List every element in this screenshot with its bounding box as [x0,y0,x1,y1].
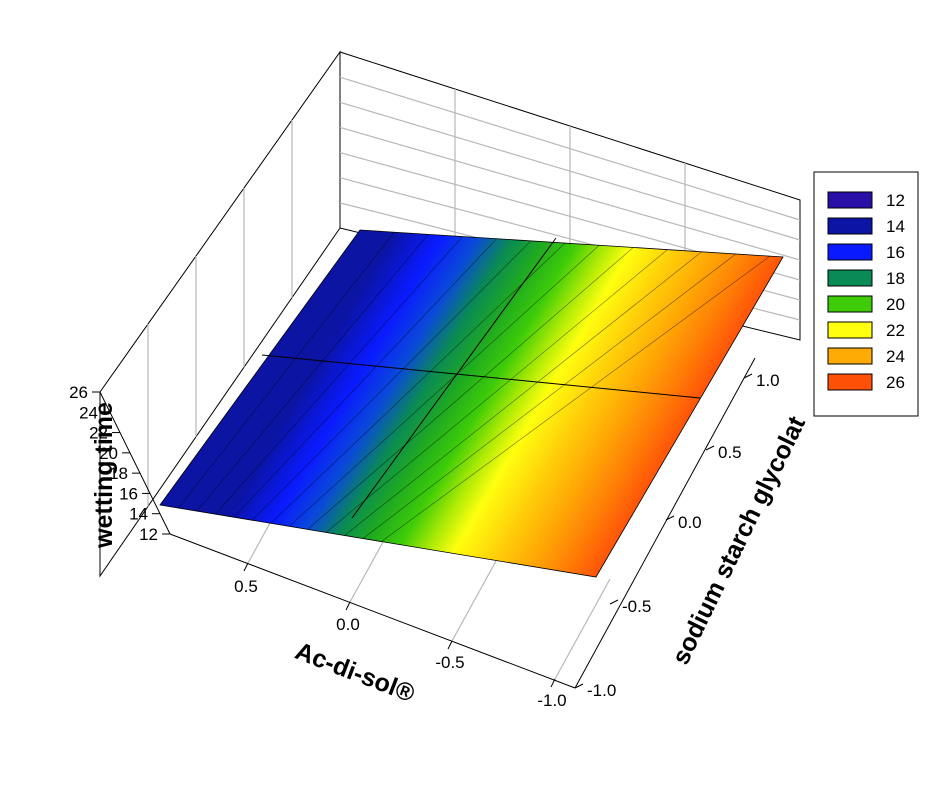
legend-label: 24 [886,347,905,366]
right-back-wall [339,51,801,341]
legend-label: 16 [886,243,905,262]
z-axis-line [99,391,171,535]
z-tick-label: 26 [69,383,88,402]
y-tick [665,515,675,521]
x-tick-label: 0.5 [234,577,258,596]
z-tick-label: 20 [99,444,118,463]
surface-center-line-1 [351,237,557,519]
contour-line [325,249,668,533]
legend-label: 14 [886,217,905,236]
contour-line [381,255,771,542]
legend-swatch [827,321,873,339]
x-tick [243,562,249,572]
y-tick [743,373,753,379]
contour-line [288,245,600,527]
surface-face [159,229,784,578]
response-surface [159,229,784,578]
contour-line [307,247,634,530]
legend-swatch [827,373,873,391]
z-tick-label: 12 [139,525,158,544]
x-tick [550,678,556,688]
back-walls [99,50,801,578]
x-tick-label: -0.5 [435,653,464,672]
grid-lines [147,76,801,680]
y-tick-label: 0.0 [678,513,702,532]
y-tick-label: 1.0 [756,371,780,390]
z-tick-label: 16 [119,484,138,503]
legend-label: 22 [886,321,905,340]
z-tick-label: 18 [109,464,128,483]
legend-swatch [827,243,873,261]
z-tick-label: 24 [79,403,98,422]
x-tick [447,640,453,650]
x-axis: 0.5 0.0 -0.5 -1.0 [234,562,567,710]
y-tick-label: -1.0 [587,681,616,700]
contour-line [344,251,702,536]
floor-edges [169,357,756,689]
contour-line [178,231,395,509]
x-tick-label: -1.0 [537,691,566,710]
legend: 12 14 16 18 20 22 24 26 [813,171,919,417]
y-tick-label: -0.5 [622,597,651,616]
legend-swatch [827,269,873,287]
contour-line [270,242,566,524]
contour-line [362,253,737,539]
surface-center-line-2 [261,354,701,399]
z-tick-label: 22 [89,424,108,443]
z-axis-title: wetting time [90,402,118,549]
y-tick [609,599,619,605]
grid-line [554,578,611,680]
x-axis-title: Ac-di-sol® [291,637,419,708]
contour-line [215,236,463,515]
z-tick-label: 14 [129,505,148,524]
x-tick [345,601,351,611]
legend-swatch [827,191,873,209]
y-tick [705,445,715,451]
contour-line [233,238,497,518]
y-axis: 1.0 0.5 0.0 -0.5 -1.0 [574,371,780,700]
y-tick-label: 0.5 [718,443,742,462]
legend-label: 12 [886,191,905,210]
contour-lines [178,231,771,542]
legend-label: 18 [886,269,905,288]
legend-swatch [827,217,873,235]
y-tick [574,683,584,689]
legend-label: 26 [886,373,905,392]
contour-line [196,234,429,512]
legend-swatch [827,295,873,313]
legend-swatch [827,347,873,365]
contour-line [252,240,532,521]
legend-label: 20 [886,295,905,314]
x-tick-label: 0.0 [336,615,360,634]
